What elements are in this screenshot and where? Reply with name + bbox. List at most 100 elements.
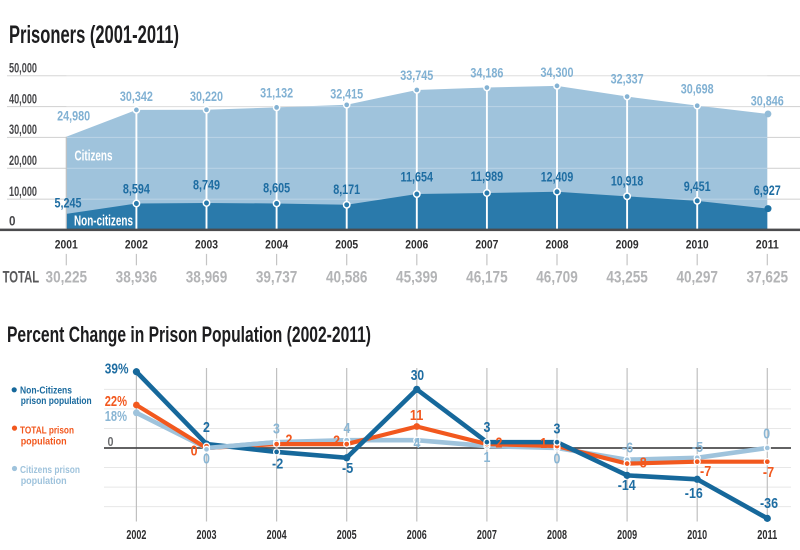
svg-text:34,300: 34,300	[541, 64, 574, 80]
svg-text:Non-citizens: Non-citizens	[74, 213, 133, 230]
svg-text:45,399: 45,399	[396, 268, 438, 287]
svg-text:2: 2	[496, 436, 503, 452]
svg-text:2005: 2005	[337, 527, 357, 542]
svg-text:46,709: 46,709	[536, 268, 578, 287]
svg-text:34,186: 34,186	[470, 65, 503, 81]
svg-text:Prisoners (2001-2011): Prisoners (2001-2011)	[9, 21, 179, 49]
svg-text:TOTAL: TOTAL	[3, 268, 40, 287]
svg-text:0: 0	[108, 434, 114, 449]
svg-text:3: 3	[554, 422, 561, 438]
svg-text:2010: 2010	[686, 237, 709, 251]
svg-text:2: 2	[286, 433, 293, 449]
svg-text:30,342: 30,342	[120, 88, 153, 104]
svg-text:2: 2	[333, 433, 340, 449]
svg-text:2009: 2009	[616, 237, 639, 251]
svg-text:8,605: 8,605	[263, 180, 290, 196]
svg-text:5,245: 5,245	[55, 195, 82, 211]
svg-text:18%: 18%	[105, 409, 128, 425]
svg-text:30,846: 30,846	[751, 92, 784, 108]
svg-text:2007: 2007	[477, 527, 497, 542]
svg-text:40,297: 40,297	[676, 268, 718, 287]
svg-text:-5: -5	[342, 461, 353, 477]
svg-text:Percent Change in Prison Popul: Percent Change in Prison Population (200…	[7, 322, 371, 347]
svg-text:0: 0	[191, 444, 198, 460]
svg-text:2002: 2002	[125, 237, 148, 251]
svg-text:2008: 2008	[546, 237, 569, 251]
svg-text:-6: -6	[622, 440, 633, 456]
svg-text:40,000: 40,000	[9, 91, 37, 106]
svg-text:2002: 2002	[126, 527, 146, 542]
svg-text:-7: -7	[763, 465, 774, 481]
svg-text:50,000: 50,000	[9, 61, 37, 76]
svg-text:6,927: 6,927	[754, 182, 781, 198]
svg-text:2001: 2001	[55, 237, 78, 251]
svg-text:30,698: 30,698	[681, 81, 714, 97]
svg-text:0: 0	[9, 213, 16, 228]
svg-text:39%: 39%	[105, 362, 129, 378]
svg-text:prison population: prison population	[21, 396, 92, 407]
svg-text:0: 0	[203, 452, 210, 468]
svg-text:43,255: 43,255	[606, 268, 648, 287]
svg-text:8,749: 8,749	[193, 177, 220, 193]
svg-text:2003: 2003	[195, 237, 218, 251]
svg-text:9,451: 9,451	[684, 178, 711, 194]
svg-text:2008: 2008	[547, 527, 567, 542]
svg-text:11,989: 11,989	[471, 168, 504, 184]
svg-text:32,337: 32,337	[611, 70, 644, 86]
svg-text:2007: 2007	[475, 237, 498, 251]
svg-text:2: 2	[203, 420, 210, 436]
svg-text:3: 3	[483, 420, 490, 436]
svg-text:-36: -36	[760, 496, 778, 512]
svg-text:3: 3	[273, 422, 280, 438]
svg-text:2004: 2004	[267, 527, 287, 542]
svg-text:2003: 2003	[197, 527, 217, 542]
svg-text:39,737: 39,737	[256, 268, 298, 287]
svg-text:2006: 2006	[405, 237, 428, 251]
svg-text:31,132: 31,132	[260, 85, 293, 101]
svg-text:12,409: 12,409	[541, 169, 574, 185]
svg-text:30,220: 30,220	[190, 88, 223, 104]
svg-text:Non-Citizens: Non-Citizens	[20, 385, 72, 396]
svg-text:-16: -16	[685, 486, 703, 502]
svg-text:2011: 2011	[757, 527, 777, 542]
svg-text:22%: 22%	[105, 394, 128, 410]
svg-text:33,745: 33,745	[400, 67, 433, 83]
svg-text:10,000: 10,000	[9, 184, 37, 199]
svg-text:32,415: 32,415	[330, 86, 363, 102]
svg-text:8,594: 8,594	[123, 181, 150, 197]
svg-text:8,171: 8,171	[333, 181, 360, 197]
svg-text:2006: 2006	[407, 527, 427, 542]
svg-text:-7: -7	[700, 464, 711, 480]
svg-text:2005: 2005	[335, 237, 358, 251]
svg-text:1: 1	[540, 436, 547, 452]
svg-text:1: 1	[483, 450, 490, 466]
svg-text:11,654: 11,654	[401, 169, 434, 185]
svg-text:-5: -5	[692, 440, 703, 456]
svg-text:37,625: 37,625	[747, 268, 789, 287]
svg-text:-8: -8	[636, 456, 647, 472]
svg-text:46,175: 46,175	[466, 268, 508, 287]
svg-text:38,936: 38,936	[116, 268, 158, 287]
svg-text:24,980: 24,980	[57, 108, 90, 124]
svg-text:30,000: 30,000	[9, 122, 37, 137]
svg-text:30: 30	[411, 368, 424, 384]
svg-text:30,225: 30,225	[46, 268, 88, 287]
svg-text:2009: 2009	[617, 527, 637, 542]
svg-text:11: 11	[410, 408, 423, 424]
svg-text:population: population	[21, 436, 67, 447]
svg-text:40,586: 40,586	[326, 268, 368, 287]
svg-text:population: population	[21, 476, 67, 487]
svg-text:4: 4	[414, 436, 421, 452]
svg-text:-2: -2	[272, 456, 283, 472]
svg-text:0: 0	[763, 427, 770, 443]
svg-text:38,969: 38,969	[186, 268, 228, 287]
svg-text:Citizens prison: Citizens prison	[20, 465, 80, 476]
svg-text:0: 0	[554, 452, 561, 468]
svg-text:Citizens: Citizens	[75, 148, 113, 165]
svg-text:20,000: 20,000	[9, 153, 37, 168]
svg-text:2004: 2004	[265, 237, 288, 251]
svg-text:10,918: 10,918	[611, 173, 644, 189]
svg-text:TOTAL prison: TOTAL prison	[20, 425, 74, 436]
svg-text:2010: 2010	[687, 527, 707, 542]
svg-text:2011: 2011	[756, 237, 779, 251]
